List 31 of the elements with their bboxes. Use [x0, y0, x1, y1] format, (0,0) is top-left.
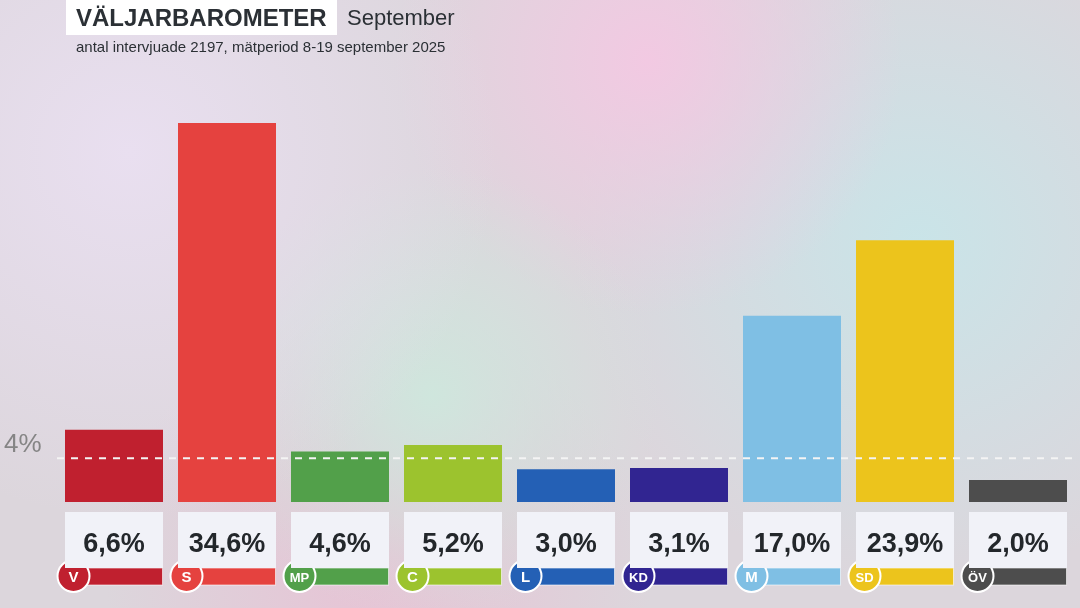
x-tick-label: S	[181, 567, 192, 585]
data-label: 6,6%	[83, 528, 145, 558]
bar	[743, 315, 841, 502]
bar	[856, 240, 954, 502]
data-label: 34,6%	[188, 528, 266, 558]
x-tick-label: V	[68, 567, 79, 585]
data-label: 3,1%	[648, 528, 710, 558]
data-label: 17,0%	[753, 528, 831, 558]
data-label: 4,6%	[309, 528, 371, 558]
data-label: 23,9%	[866, 528, 944, 558]
bar	[517, 469, 615, 502]
x-tick-label: SD	[855, 569, 874, 585]
data-label: 3,0%	[535, 528, 597, 558]
data-label: 2,0%	[987, 528, 1049, 558]
x-tick-label: M	[745, 567, 758, 585]
bar	[178, 123, 276, 502]
x-tick-label: L	[520, 567, 531, 585]
x-tick-label: MP	[289, 569, 310, 585]
chart-subtitle: September	[347, 4, 455, 32]
data-label: 5,2%	[422, 528, 484, 558]
chart-title: VÄLJARBAROMETER	[66, 0, 337, 35]
bar	[291, 451, 389, 502]
x-tick-label: C	[407, 567, 419, 585]
x-tick-label: ÖV	[968, 569, 988, 585]
bar	[630, 468, 728, 502]
bar	[404, 445, 502, 502]
bar	[65, 429, 163, 502]
x-tick-label: KD	[629, 569, 648, 585]
ref-line-label: 4%	[4, 428, 42, 459]
text: antal intervjuade 2197, mätperiod 8-19 september 2025	[76, 37, 446, 57]
bar	[969, 480, 1067, 502]
